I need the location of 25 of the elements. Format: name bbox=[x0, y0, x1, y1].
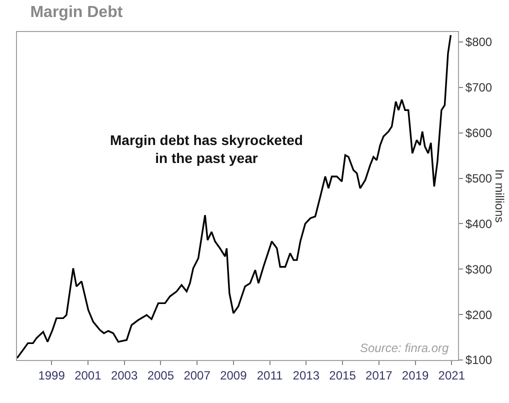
y-tick-label: $800 bbox=[465, 35, 492, 50]
x-tick-label: 2021 bbox=[438, 368, 466, 382]
y-tick-label: $700 bbox=[465, 80, 492, 95]
x-tick-label: 2019 bbox=[402, 368, 429, 382]
x-tick-label: 2011 bbox=[256, 368, 284, 382]
line-series bbox=[17, 34, 452, 360]
y-axis-title: In millions bbox=[492, 169, 507, 223]
y-tick-label: $500 bbox=[465, 171, 492, 186]
x-tick-label: 2005 bbox=[147, 368, 174, 382]
chart-title: Margin Debt bbox=[30, 4, 124, 22]
x-tick-label: 2013 bbox=[292, 368, 320, 382]
annotation: Source: finra.org bbox=[360, 341, 450, 355]
x-tick-label: 2009 bbox=[220, 368, 248, 382]
y-tick-label: $100 bbox=[465, 353, 492, 368]
x-tick-label: 2001 bbox=[74, 368, 102, 382]
x-tick-label: 2017 bbox=[366, 368, 393, 382]
y-tick-label: $600 bbox=[465, 126, 492, 140]
y-tick-label: $200 bbox=[465, 308, 492, 322]
annotation: Margin debt has skyrocketed in the past year bbox=[110, 132, 303, 166]
x-tick-label: 2003 bbox=[110, 368, 138, 382]
y-tick-label: $300 bbox=[465, 262, 492, 276]
x-tick-label: 2015 bbox=[329, 368, 356, 382]
y-tick-label: $400 bbox=[465, 216, 492, 231]
x-tick-label: 2007 bbox=[184, 368, 211, 382]
x-tick-label: 1999 bbox=[38, 368, 66, 382]
